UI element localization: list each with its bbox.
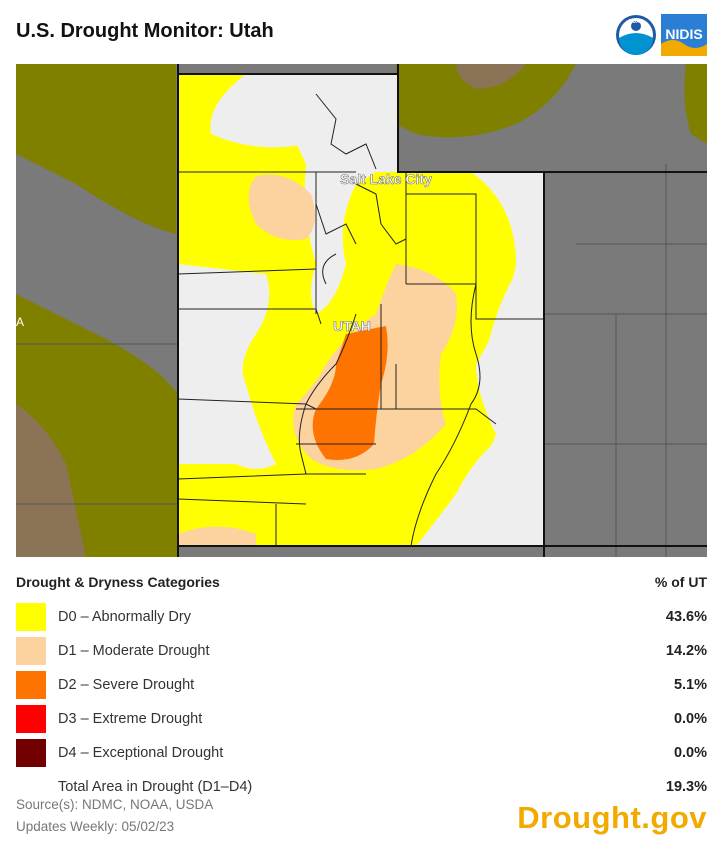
city-label: Salt Lake City: [340, 171, 432, 187]
legend-value-d2: 5.1%: [673, 677, 707, 693]
legend-label-d3: D3 – Extreme Drought: [58, 711, 203, 727]
source-text: Source(s): NDMC, NOAA, USDA: [16, 797, 214, 812]
legend-swatch-d2: [16, 671, 46, 699]
neighbor-d0-region-ne: [684, 64, 707, 144]
nidis-logo-text: NIDIS: [665, 26, 702, 42]
legend-row-d0: D0 – Abnormally Dry 43.6%: [16, 600, 707, 634]
d2-region: [312, 326, 388, 460]
neighbor-d1-region-n: [456, 64, 526, 89]
legend-swatch-d3: [16, 705, 46, 733]
no-drought-central: [276, 74, 398, 314]
legend-swatch-d4: [16, 739, 46, 767]
legend-value-d0: 43.6%: [665, 609, 707, 625]
footer: Source(s): NDMC, NOAA, USDA Updates Week…: [16, 794, 213, 838]
legend-value-total: 19.3%: [665, 779, 707, 795]
legend-value-d3: 0.0%: [673, 711, 707, 727]
legend-column-label: % of UT: [654, 574, 707, 590]
neighbor-county-lines: [16, 164, 707, 557]
legend-swatch-d1: [16, 637, 46, 665]
update-text: Updates Weekly: 05/02/23: [16, 819, 175, 834]
page-title: U.S. Drought Monitor: Utah: [16, 20, 274, 42]
legend-row-d3: D3 – Extreme Drought 0.0%: [16, 702, 707, 736]
legend-row-d1: D1 – Moderate Drought 14.2%: [16, 634, 707, 668]
logos: NOAA NIDIS: [615, 14, 707, 56]
legend: Drought & Dryness Categories % of UT D0 …: [16, 574, 707, 804]
drought-map[interactable]: Salt Lake City UTAH A: [16, 64, 707, 557]
county-lines: [177, 93, 544, 547]
legend-swatch-total: [16, 773, 46, 801]
header: U.S. Drought Monitor: Utah NOAA NIDIS: [16, 14, 707, 56]
drought-gov-brand[interactable]: Drought.gov: [517, 800, 707, 835]
state-borders: [177, 64, 707, 557]
neighbor-d0-region-n: [396, 64, 576, 138]
legend-heading: Drought & Dryness Categories: [16, 574, 220, 590]
legend-value-d1: 14.2%: [665, 643, 707, 659]
legend-row-d2: D2 – Severe Drought 5.1%: [16, 668, 707, 702]
legend-label-d1: D1 – Moderate Drought: [58, 643, 210, 659]
neighbor-d1-region-sw: [16, 404, 86, 557]
d1-region-south: [178, 526, 256, 546]
legend-label-d0: D0 – Abnormally Dry: [58, 609, 191, 625]
legend-header: Drought & Dryness Categories % of UT: [16, 574, 707, 594]
legend-swatch-d0: [16, 603, 46, 631]
legend-row-d4: D4 – Exceptional Drought 0.0%: [16, 736, 707, 770]
no-drought-west: [178, 264, 276, 469]
legend-label-d2: D2 – Severe Drought: [58, 677, 195, 693]
neighbor-d0-region-nw: [16, 64, 176, 234]
noaa-logo-text: NOAA: [629, 19, 644, 25]
legend-label-total: Total Area in Drought (D1–D4): [58, 779, 253, 795]
legend-row-total: Total Area in Drought (D1–D4) 19.3%: [16, 770, 707, 804]
noaa-logo[interactable]: NOAA: [615, 14, 657, 56]
legend-label-d4: D4 – Exceptional Drought: [58, 745, 224, 761]
edge-label: A: [16, 315, 24, 329]
state-label: UTAH: [333, 318, 371, 334]
nidis-logo[interactable]: NIDIS: [661, 14, 707, 56]
legend-value-d4: 0.0%: [673, 745, 707, 761]
d1-region-north: [248, 174, 315, 240]
no-drought-east: [416, 172, 544, 546]
